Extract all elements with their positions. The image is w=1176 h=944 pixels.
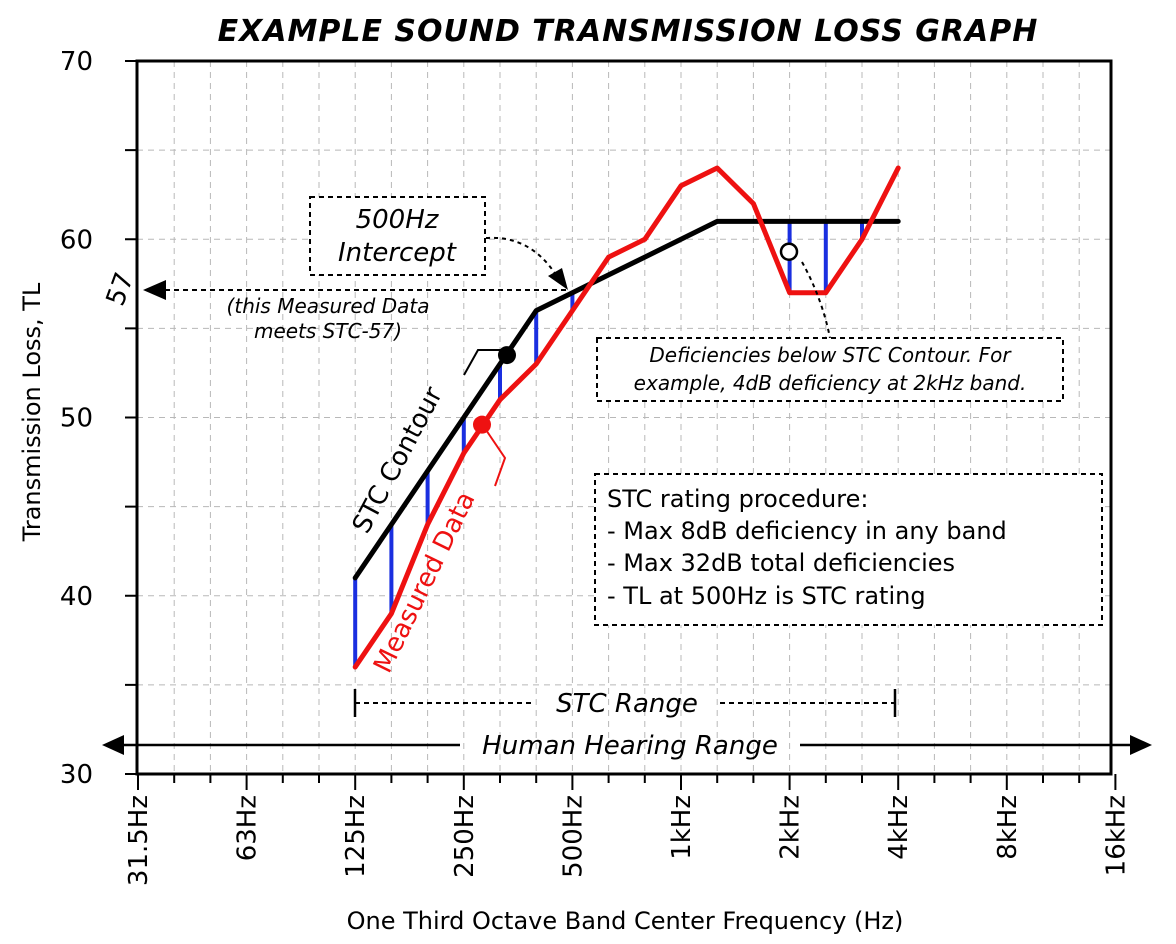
measured-data-marker xyxy=(473,415,491,434)
x-tick-label: 250Hz xyxy=(450,795,480,878)
y-tick-label: 60 xyxy=(60,225,93,255)
procedure-line2: - Max 8dB deficiency in any band xyxy=(607,517,1007,545)
stc-range: STC Range xyxy=(353,689,897,719)
y-axis: 30 40 50 60 70 xyxy=(60,47,137,790)
x-tick-label: 500Hz xyxy=(558,795,588,878)
deficiency-marker xyxy=(779,242,799,261)
intercept-callout: 500Hz Intercept xyxy=(309,196,568,290)
x-tick-label: 16kHz xyxy=(1101,795,1131,876)
highlight-markers xyxy=(473,242,799,434)
deficiency-line2: example, 4dB deficiency at 2kHz band. xyxy=(634,371,1027,395)
x-axis: 31.5Hz 63Hz 125Hz 250Hz 500Hz 1kHz 2kHz 4kHz 8kH… xyxy=(124,774,1131,886)
stc-57-arrow: 57 (this Measured Data meets STC-57) xyxy=(101,269,566,343)
x-tick-label: 125Hz xyxy=(341,795,371,878)
stc-value-label: 57 xyxy=(101,269,141,310)
deficiency-line1: Deficiencies below STC Contour. For xyxy=(649,343,1012,367)
deficiency-callout: Deficiencies below STC Contour. For exam… xyxy=(596,261,1064,402)
measured-data-line xyxy=(352,165,901,670)
intercept-line1: 500Hz xyxy=(356,205,440,235)
stc-range-label: STC Range xyxy=(556,689,698,719)
grid xyxy=(137,61,1111,774)
x-tick-label: 1kHz xyxy=(667,795,697,860)
procedure-line4: - TL at 500Hz is STC rating xyxy=(607,582,926,610)
y-tick-label: 40 xyxy=(60,582,93,612)
stc-contour-line xyxy=(352,218,901,581)
y-tick-label: 30 xyxy=(60,760,93,790)
procedure-box: STC rating procedure: - Max 8dB deficien… xyxy=(594,473,1103,626)
stc-contour-marker xyxy=(498,346,516,365)
y-tick-label: 50 xyxy=(60,404,93,434)
procedure-line1: STC rating procedure: xyxy=(607,485,868,513)
y-tick-label: 70 xyxy=(60,47,93,77)
x-tick-label: 8kHz xyxy=(993,795,1023,860)
x-axis-title: One Third Octave Band Center Frequency (… xyxy=(347,907,904,935)
meets-note-line2: meets STC-57) xyxy=(254,319,402,343)
procedure-line3: - Max 32dB total deficiencies xyxy=(607,549,955,577)
x-tick-label: 31.5Hz xyxy=(124,795,154,886)
hearing-range-label: Human Hearing Range xyxy=(482,731,778,761)
y-axis-title: Transmission Loss, TL xyxy=(18,282,46,542)
hearing-range: Human Hearing Range xyxy=(102,731,1152,761)
intercept-line2: Intercept xyxy=(338,238,457,268)
x-tick-label: 4kHz xyxy=(884,795,914,860)
series-lines xyxy=(352,165,901,670)
x-tick-label: 63Hz xyxy=(233,795,263,861)
meets-note-line1: (this Measured Data xyxy=(227,294,430,318)
x-tick-label: 2kHz xyxy=(776,795,806,860)
chart-title: EXAMPLE SOUND TRANSMISSION LOSS GRAPH xyxy=(218,14,1039,49)
